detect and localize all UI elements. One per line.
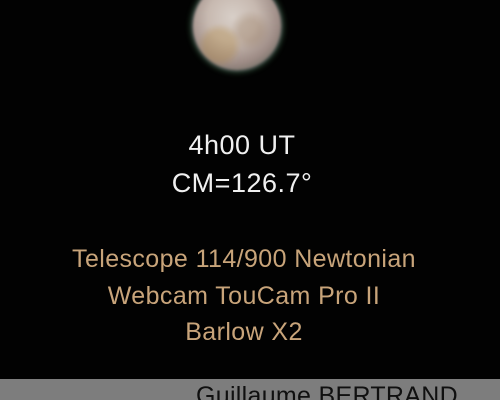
barlow-label: Barlow X2 — [185, 318, 303, 346]
author-credit: Guillaume BERTRAND — [196, 382, 458, 400]
central-meridian: CM=126.7° — [171, 168, 313, 198]
credit-bar: Guillaume BERTRAND — [0, 379, 500, 400]
planet-image — [193, 0, 281, 70]
camera-label: Webcam TouCam Pro II — [107, 282, 381, 310]
observation-time: 4h00 UT — [188, 130, 296, 160]
telescope-label: Telescope 114/900 Newtonian — [72, 245, 416, 273]
